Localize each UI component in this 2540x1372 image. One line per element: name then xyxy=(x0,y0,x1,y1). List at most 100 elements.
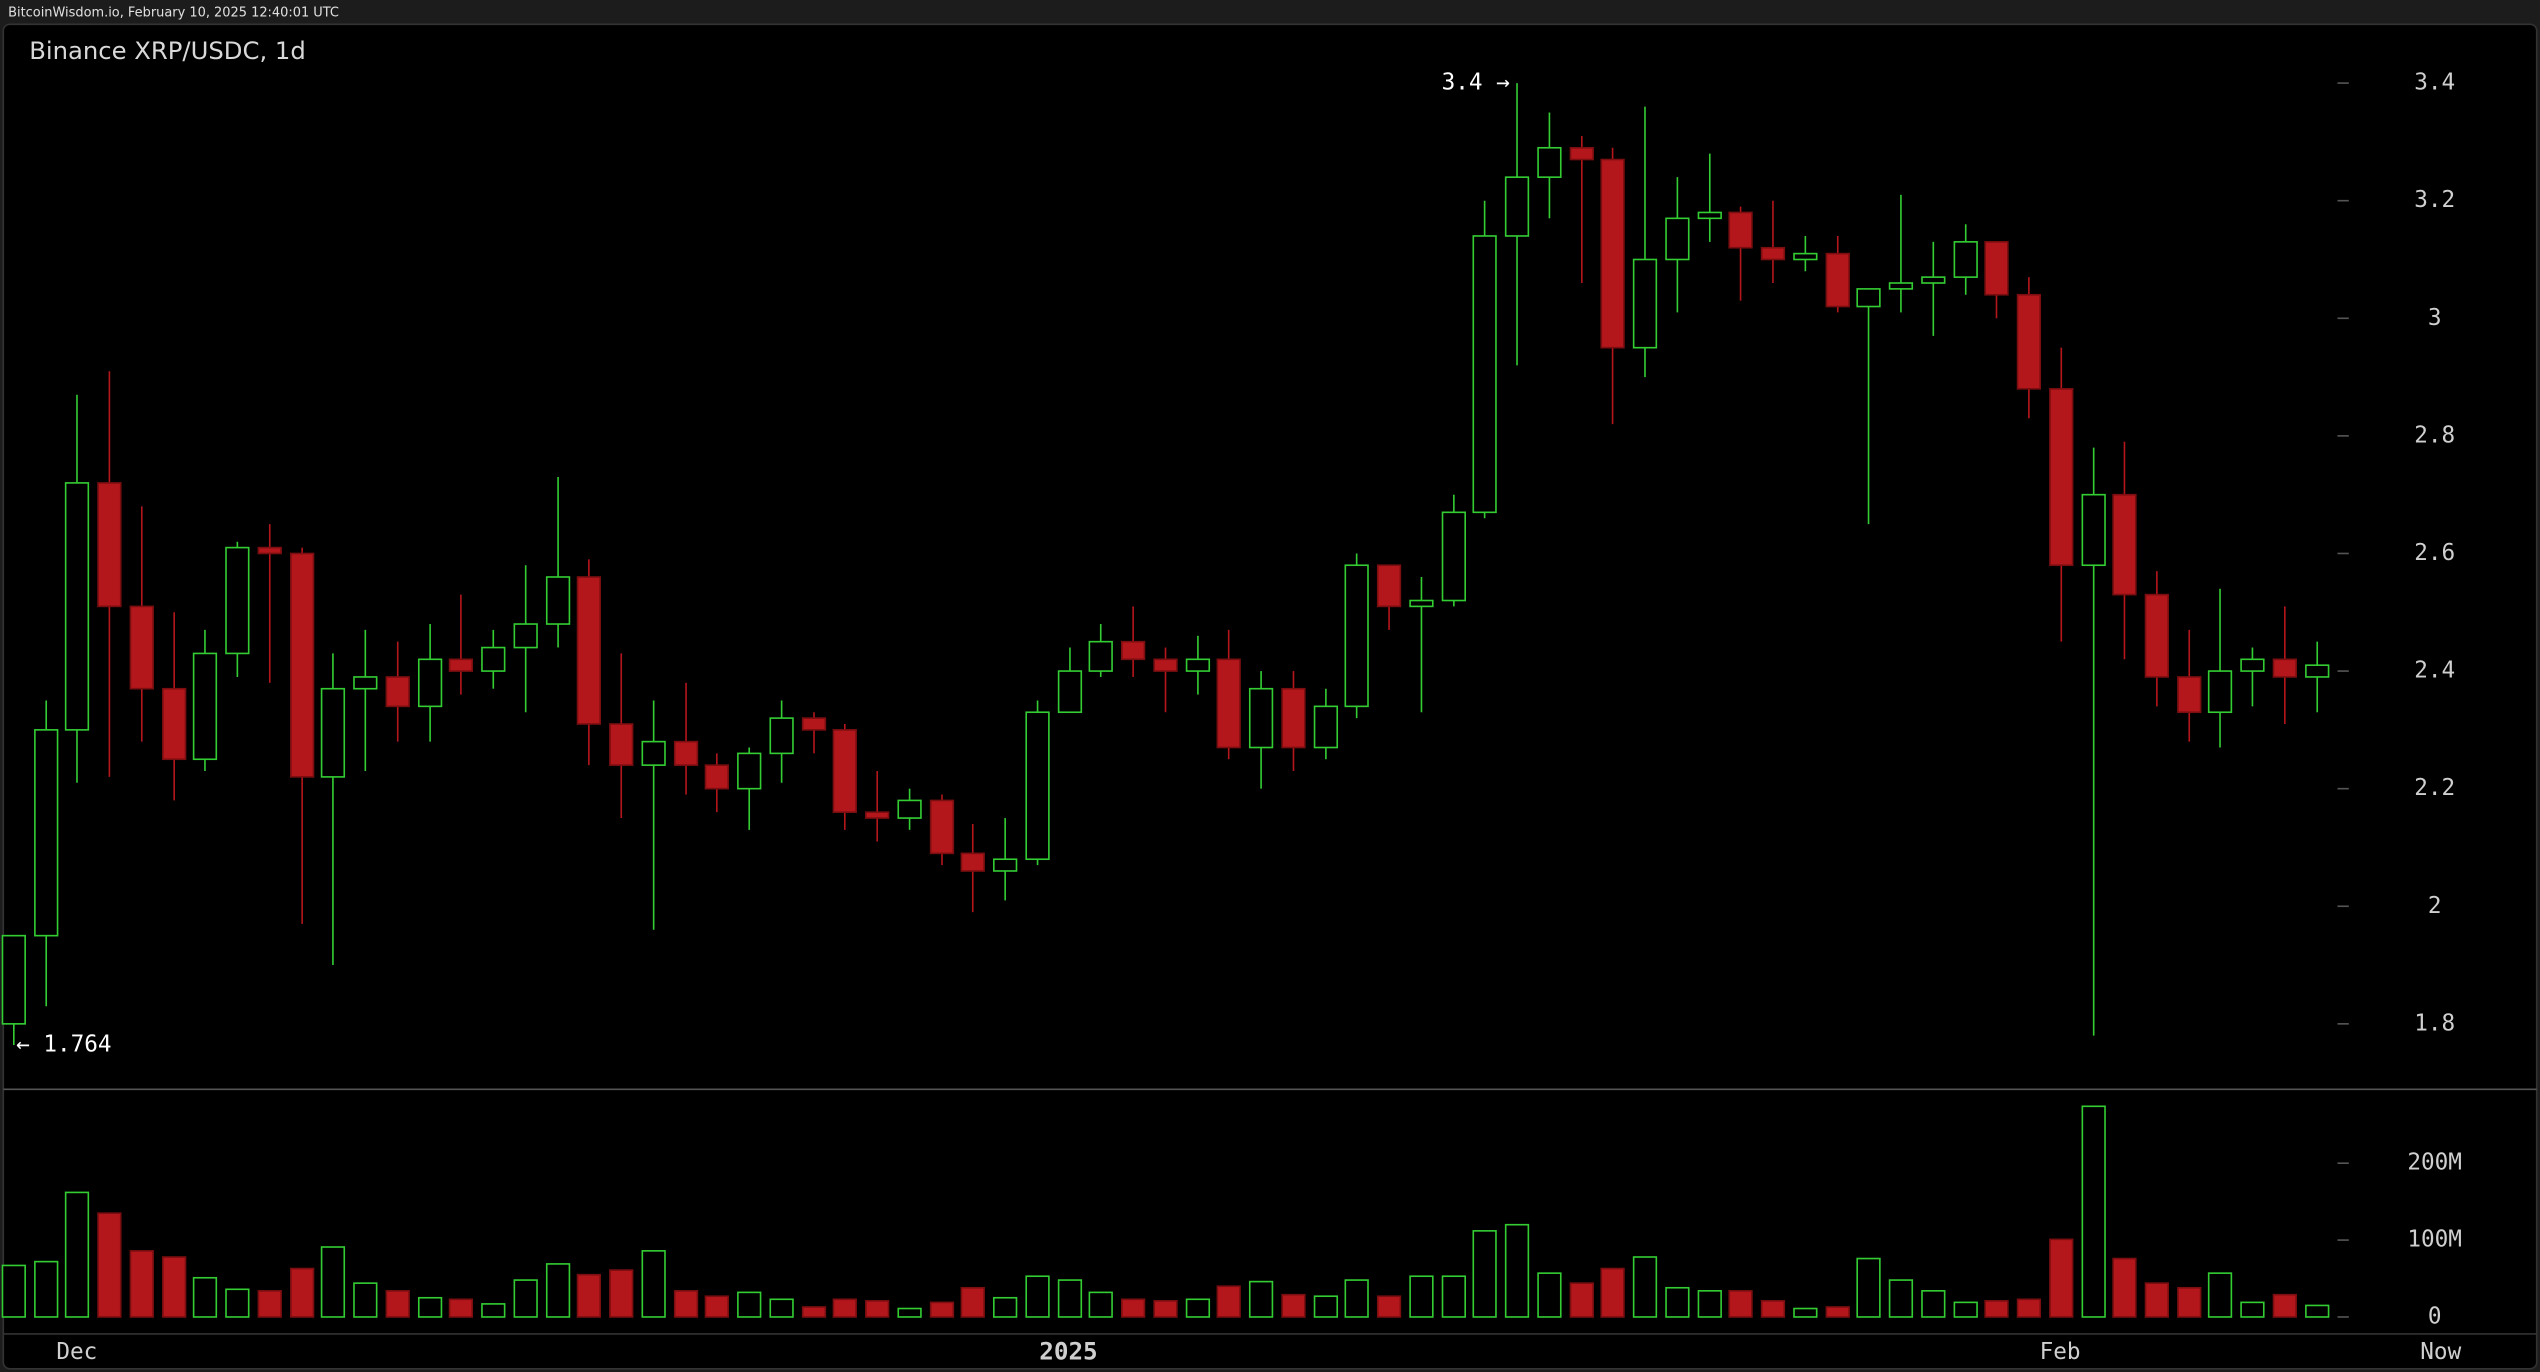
volume-bar xyxy=(192,1276,218,1318)
volume-bar xyxy=(1153,1300,1178,1318)
volume-bar xyxy=(1984,1300,2009,1318)
candle-body xyxy=(1953,241,1978,278)
y-tick-label: 2.2 xyxy=(2414,775,2455,801)
y-tick-label: 3 xyxy=(2428,305,2442,331)
candle-body xyxy=(225,546,250,655)
y-tick-label: 2.4 xyxy=(2414,658,2455,684)
candle-body xyxy=(1281,687,1306,749)
candle-body xyxy=(1472,235,1497,514)
volume-bar xyxy=(2081,1105,2106,1318)
volume-bar xyxy=(385,1290,410,1318)
volume-bar xyxy=(1313,1295,1339,1318)
candle-body xyxy=(192,652,218,761)
volume-bar xyxy=(448,1298,474,1318)
candle-body xyxy=(97,482,122,608)
candle-body xyxy=(162,687,187,761)
candle-body xyxy=(1185,658,1211,672)
y-tick-label: 100M xyxy=(2407,1227,2462,1253)
candle-body xyxy=(289,552,315,778)
source-stamp: BitcoinWisdom.io, February 10, 2025 12:4… xyxy=(8,5,339,20)
candle-body xyxy=(1088,640,1113,672)
x-tick-label: Feb xyxy=(2040,1339,2081,1365)
candle-body xyxy=(960,852,985,872)
max-annotation: 3.4 → xyxy=(1442,70,1510,96)
candle-body xyxy=(832,729,857,813)
volume-bar xyxy=(1825,1306,1850,1318)
volume-bar xyxy=(641,1250,666,1318)
volume-bar xyxy=(129,1250,154,1318)
x-tick-label: Now xyxy=(2420,1339,2461,1365)
volume-bar xyxy=(2144,1282,2170,1318)
candle-body xyxy=(2016,293,2042,390)
candle-body xyxy=(1376,564,1402,608)
candle-body xyxy=(257,546,282,555)
volume-bar xyxy=(289,1267,315,1318)
candle-body xyxy=(2144,593,2170,678)
volume-bar xyxy=(353,1282,378,1318)
candle-body xyxy=(448,658,474,672)
candle-body xyxy=(993,858,1018,872)
candle-body xyxy=(897,799,922,819)
volume-bar xyxy=(64,1191,90,1318)
volume-bar xyxy=(257,1290,282,1318)
candle-body xyxy=(1344,564,1369,708)
candle-body xyxy=(2305,664,2330,678)
volume-bar xyxy=(513,1279,538,1318)
candle-body xyxy=(2081,493,2106,567)
volume-bar xyxy=(576,1273,602,1318)
candle-body xyxy=(865,811,890,819)
candle-body xyxy=(2177,676,2202,714)
volume-bar xyxy=(1281,1293,1306,1318)
candle-body xyxy=(513,623,538,649)
volume-bar xyxy=(1088,1291,1113,1318)
candle-body xyxy=(1793,252,1818,261)
volume-bar xyxy=(801,1306,827,1318)
volume-bar xyxy=(1953,1301,1978,1318)
candle-body xyxy=(1216,658,1241,749)
volume-bar xyxy=(1537,1272,1562,1318)
candle-body xyxy=(1665,217,1690,261)
volume-bar xyxy=(1,1264,26,1318)
volume-bar xyxy=(769,1298,794,1318)
volume-bar xyxy=(1793,1307,1818,1318)
candle-body xyxy=(545,576,571,625)
volume-bar xyxy=(2016,1298,2042,1318)
volume-bar xyxy=(162,1256,187,1318)
candle-body xyxy=(1569,146,1594,161)
volume-bar xyxy=(993,1296,1018,1318)
candle-body xyxy=(1409,599,1434,608)
volume-bar xyxy=(2305,1304,2330,1318)
volume-bar xyxy=(1665,1286,1690,1318)
volume-bar xyxy=(832,1298,857,1318)
candle-body xyxy=(1120,640,1146,661)
volume-bar xyxy=(1057,1279,1083,1318)
candle-body xyxy=(129,605,154,690)
volume-bar xyxy=(609,1269,634,1318)
candle-body xyxy=(1057,670,1083,714)
candle-body xyxy=(2112,493,2137,596)
volume-bar xyxy=(1472,1230,1497,1318)
volume-bar xyxy=(1760,1300,1786,1318)
volume-bar xyxy=(34,1260,59,1318)
volume-bar xyxy=(960,1286,985,1318)
y-tick-label: 200M xyxy=(2407,1150,2462,1176)
volume-bar xyxy=(320,1246,346,1318)
candle-body xyxy=(1600,158,1625,349)
volume-bar xyxy=(865,1300,890,1318)
volume-bar xyxy=(2112,1257,2137,1318)
candle-body xyxy=(769,717,794,755)
candle-body xyxy=(1921,276,1946,284)
candle-body xyxy=(320,687,346,778)
candle-body xyxy=(385,676,410,708)
volume-bar xyxy=(1409,1275,1434,1318)
volume-bar xyxy=(2177,1286,2202,1318)
candle-body xyxy=(929,799,955,855)
candle-body xyxy=(1537,146,1562,178)
candle-body xyxy=(2049,388,2074,567)
candle-body xyxy=(1153,658,1178,672)
candle-body xyxy=(64,482,90,731)
volume-bar xyxy=(1697,1290,1722,1318)
volume-bar xyxy=(1376,1295,1402,1318)
y-tick-label: 2.6 xyxy=(2414,540,2455,566)
